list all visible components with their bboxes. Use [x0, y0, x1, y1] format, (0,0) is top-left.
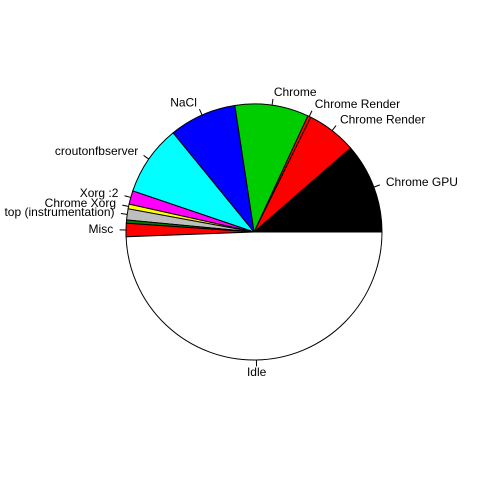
label-leader [122, 204, 129, 207]
slice-label: Chrome GPU [386, 175, 458, 189]
label-leader [199, 108, 203, 116]
label-leader [271, 98, 274, 106]
slice-label: Chrome Render [315, 97, 400, 111]
label-leader [308, 110, 313, 117]
slice-label: Idle [247, 365, 267, 379]
pie-slice [125, 231, 383, 361]
label-leader [143, 155, 150, 160]
label-leader [331, 125, 337, 131]
label-leader [124, 195, 131, 198]
slice-label: Chrome [274, 85, 317, 99]
slice-label: Xorg :2 [80, 186, 119, 200]
slice-label: Misc [89, 222, 114, 236]
slice-label: Chrome Xorg [45, 196, 116, 210]
pie-slice [252, 147, 383, 233]
slice-label: Chrome Render [340, 113, 425, 127]
slice-label: top (instrumentation) [4, 205, 114, 219]
label-leader [120, 212, 128, 215]
label-leader [373, 184, 381, 188]
slice-label: NaCl [170, 95, 197, 109]
slice-label: croutonfbserver [55, 144, 138, 158]
